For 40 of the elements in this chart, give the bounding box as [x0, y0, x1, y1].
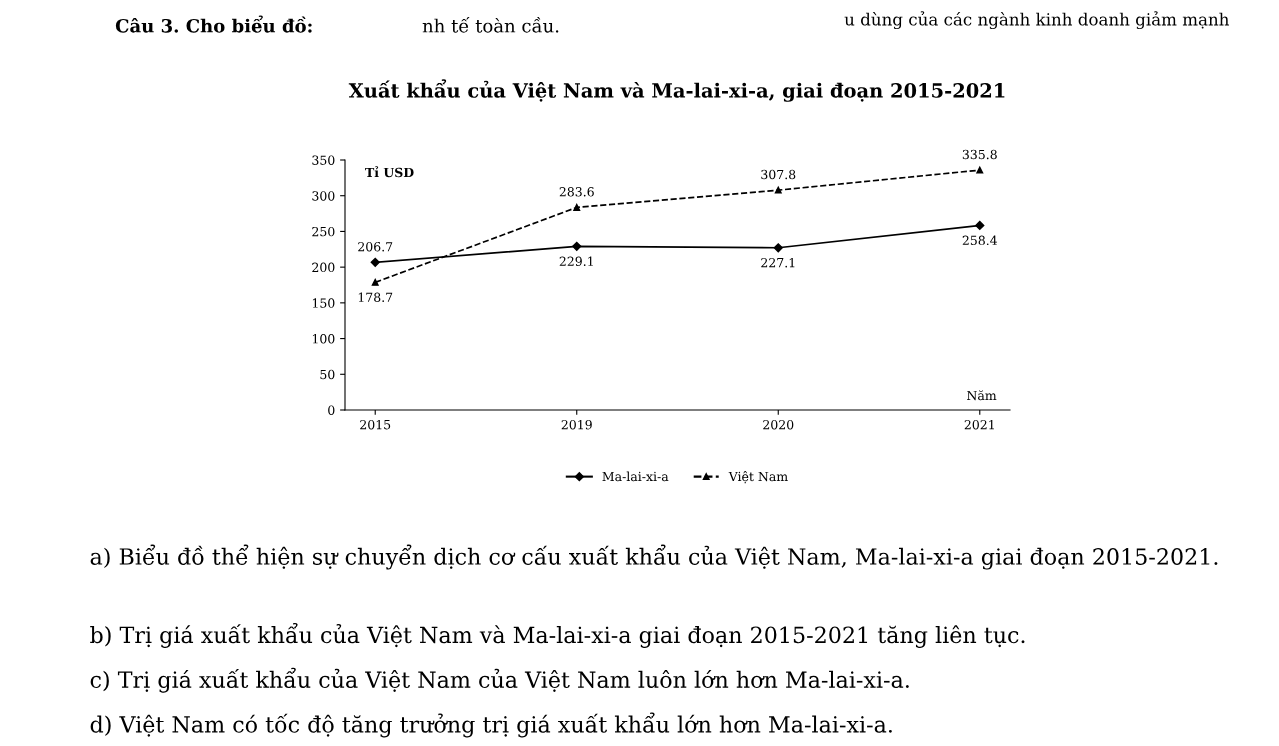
legend-label: Ma-lai-xi-a [602, 471, 669, 482]
x-tick-label: 2015 [360, 419, 391, 430]
text: nh tế toàn cầu. [422, 17, 559, 33]
y-axis-title: Tỉ USD [365, 166, 414, 178]
y-tick-label: 300 [312, 191, 335, 201]
point [774, 186, 782, 194]
point [976, 166, 984, 174]
data-label: 206.7 [358, 241, 393, 252]
text: a) Biểu đồ thể hiện sự chuyển dịch cơ cấu xuất khẩu của Việt Nam, Ma-lai-xi-a giai đoạn 2015-2021. [90, 544, 1218, 570]
y-tick-label: 150 [312, 298, 335, 308]
x-axis-title: Năm [967, 390, 997, 401]
point [573, 203, 581, 211]
text: Câu 3. Cho biểu đồ: [115, 15, 312, 33]
text: u dùng của các ngành kinh doanh giảm mạnh [844, 11, 1229, 30]
point [371, 278, 379, 286]
x-tick-label: 2021 [964, 419, 994, 430]
data-label: 178.7 [358, 292, 393, 302]
legend-label: Việt Nam [728, 471, 788, 484]
x-tick-label: 2020 [763, 419, 794, 430]
data-label: 258.4 [962, 235, 998, 246]
point [572, 241, 582, 251]
y-tick-label: 50 [320, 369, 335, 380]
y-tick-label: 100 [312, 334, 335, 344]
data-label: 283.6 [559, 187, 594, 197]
chart-title: Xuất khẩu của Việt Nam và Ma-lai-xi-a, giai đoạn 2015-2021 [348, 79, 1005, 102]
x-tick-label: 2019 [561, 419, 592, 430]
y-tick-label: 0 [328, 405, 335, 415]
text: b) Trị giá xuất khẩu của Việt Nam và Ma-lai-xi-a giai đoạn 2015-2021 tăng liên tục. [90, 622, 1025, 648]
point [370, 257, 380, 267]
point [975, 220, 985, 231]
data-label: 335.8 [962, 149, 997, 160]
data-label: 307.8 [761, 169, 796, 180]
text: c) Trị giá xuất khẩu của Việt Nam của Việt Nam luôn lớn hơn Ma-lai-xi-a. [90, 667, 909, 693]
y-tick-label: 200 [312, 262, 335, 273]
text: d) Việt Nam có tốc độ tăng trưởng trị giá xuất khẩu lớn hơn Ma-lai-xi-a. [90, 712, 892, 738]
data-label: 227.1 [761, 257, 795, 268]
data-label: 229.1 [559, 256, 593, 266]
y-tick-label: 250 [312, 226, 335, 237]
y-tick-label: 350 [312, 155, 335, 165]
point [773, 243, 783, 253]
